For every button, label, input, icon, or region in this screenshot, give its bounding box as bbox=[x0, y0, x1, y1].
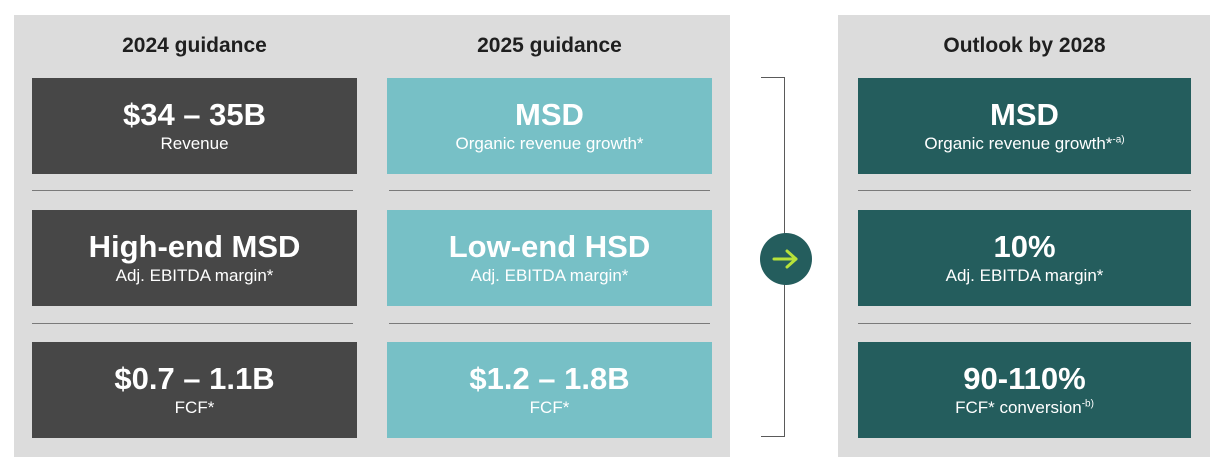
header-2025-guidance: 2025 guidance bbox=[477, 34, 622, 57]
divider bbox=[32, 323, 353, 324]
header-2024-guidance: 2024 guidance bbox=[122, 34, 267, 57]
card-value: Low-end HSD bbox=[448, 229, 651, 264]
card-label: Adj. EBITDA margin* bbox=[470, 266, 629, 285]
card-value: $34 – 35B bbox=[122, 97, 267, 132]
divider bbox=[389, 323, 710, 324]
card-value: MSD bbox=[990, 97, 1059, 132]
card-2024-ebitda-margin: High-end MSD Adj. EBITDA margin* bbox=[32, 210, 357, 306]
card-value: 90-110% bbox=[963, 361, 1086, 396]
card-value: 10% bbox=[993, 229, 1056, 264]
card-2025-fcf: $1.2 – 1.8B FCF* bbox=[387, 342, 712, 438]
footnote-marker: -a) bbox=[1112, 134, 1125, 146]
card-label: Organic revenue growth* bbox=[455, 134, 644, 153]
card-label: FCF* bbox=[529, 398, 570, 417]
card-value: MSD bbox=[515, 97, 584, 132]
header-outlook-2028: Outlook by 2028 bbox=[943, 34, 1106, 57]
footnote-marker: -b) bbox=[1081, 398, 1094, 410]
divider bbox=[389, 190, 710, 191]
divider bbox=[858, 323, 1191, 324]
card-label: Adj. EBITDA margin* bbox=[945, 266, 1104, 285]
card-2028-fcf-conversion: 90-110% FCF* conversion-b) bbox=[858, 342, 1191, 438]
card-label: FCF* conversion bbox=[955, 398, 1082, 417]
card-label: Organic revenue growth* bbox=[924, 134, 1113, 153]
divider bbox=[858, 190, 1191, 191]
card-label-row: FCF* conversion-b) bbox=[955, 397, 1094, 419]
card-2025-ebitda-margin: Low-end HSD Adj. EBITDA margin* bbox=[387, 210, 712, 306]
card-value: $0.7 – 1.1B bbox=[114, 361, 275, 396]
card-value: $1.2 – 1.8B bbox=[469, 361, 630, 396]
card-2025-organic-growth: MSD Organic revenue growth* bbox=[387, 78, 712, 174]
arrow-right-icon bbox=[760, 233, 812, 285]
card-label: FCF* bbox=[174, 398, 215, 417]
card-2024-revenue: $34 – 35B Revenue bbox=[32, 78, 357, 174]
card-label: Adj. EBITDA margin* bbox=[115, 266, 274, 285]
card-value: High-end MSD bbox=[88, 229, 301, 264]
card-label-row: Organic revenue growth*-a) bbox=[924, 133, 1124, 155]
card-label: Revenue bbox=[160, 134, 229, 153]
card-2028-ebitda-margin: 10% Adj. EBITDA margin* bbox=[858, 210, 1191, 306]
card-2028-organic-growth: MSD Organic revenue growth*-a) bbox=[858, 78, 1191, 174]
card-2024-fcf: $0.7 – 1.1B FCF* bbox=[32, 342, 357, 438]
divider bbox=[32, 190, 353, 191]
